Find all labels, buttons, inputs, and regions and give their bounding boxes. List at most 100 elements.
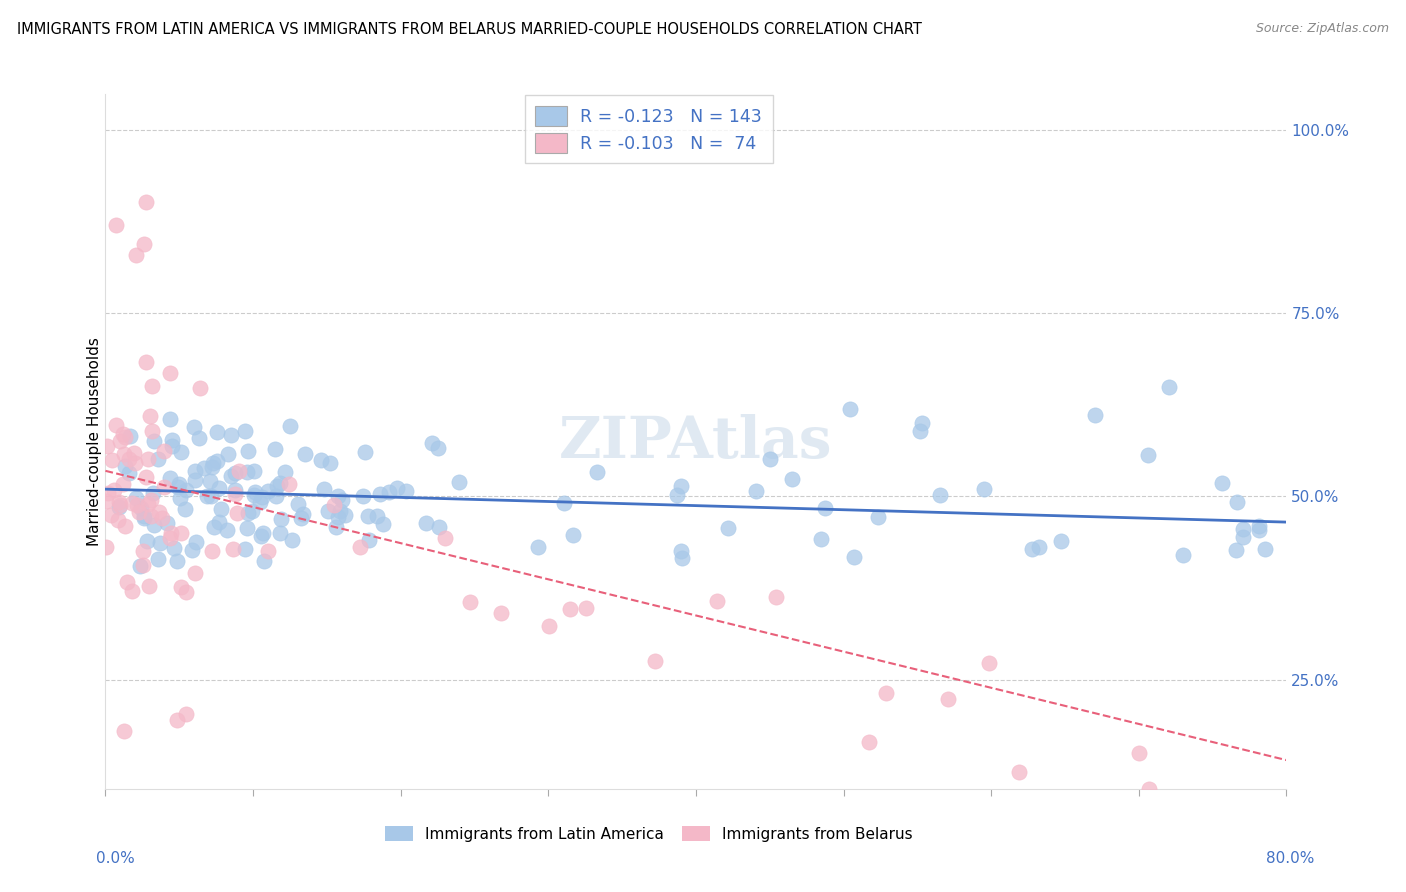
Point xyxy=(377,485,399,500)
Point xyxy=(125,499,148,513)
Point xyxy=(238,506,260,520)
Point xyxy=(134,511,156,525)
Point xyxy=(124,456,146,470)
Point xyxy=(139,409,162,423)
Point xyxy=(256,484,278,499)
Point xyxy=(122,446,145,460)
Point xyxy=(104,218,127,232)
Point xyxy=(112,426,135,441)
Point xyxy=(129,558,152,573)
Point xyxy=(132,543,155,558)
Point xyxy=(183,566,205,580)
Point xyxy=(1226,495,1249,509)
Point xyxy=(135,355,157,369)
Point xyxy=(368,487,391,501)
Point xyxy=(156,516,179,530)
Point xyxy=(136,451,159,466)
Point xyxy=(152,480,174,494)
Point xyxy=(243,488,266,502)
Point xyxy=(100,508,122,522)
Point xyxy=(936,692,959,706)
Point xyxy=(217,447,239,461)
Point xyxy=(562,527,585,541)
Point xyxy=(142,486,165,500)
Point xyxy=(1157,379,1180,393)
Point xyxy=(202,520,225,534)
Point xyxy=(104,418,127,433)
Point xyxy=(910,416,932,430)
Point xyxy=(201,543,224,558)
Point xyxy=(129,501,152,516)
Point xyxy=(160,439,183,453)
Point xyxy=(328,510,350,524)
Point xyxy=(162,433,184,447)
Point xyxy=(236,465,259,479)
Point xyxy=(132,558,155,572)
Point xyxy=(236,521,259,535)
Point xyxy=(121,584,143,599)
Point xyxy=(114,518,136,533)
Point xyxy=(103,483,125,497)
Point xyxy=(666,488,689,502)
Point xyxy=(278,419,301,434)
Point xyxy=(142,517,165,532)
Point xyxy=(146,452,169,467)
Point xyxy=(281,533,304,547)
Point xyxy=(242,504,264,518)
Point xyxy=(973,482,995,496)
Point xyxy=(149,536,172,550)
Point xyxy=(153,443,176,458)
Point xyxy=(184,473,207,487)
Point xyxy=(270,512,292,526)
Point xyxy=(135,470,157,484)
Point xyxy=(489,606,512,620)
Point xyxy=(114,430,136,444)
Point xyxy=(329,503,352,517)
Point xyxy=(141,424,163,438)
Point xyxy=(188,381,211,395)
Point xyxy=(1247,518,1270,533)
Point xyxy=(758,451,780,466)
Point xyxy=(269,526,291,541)
Point xyxy=(319,456,342,470)
Point xyxy=(395,483,418,498)
Point xyxy=(118,429,141,443)
Point xyxy=(114,458,136,473)
Point xyxy=(287,497,309,511)
Text: ZIPAtlas: ZIPAtlas xyxy=(560,414,832,469)
Point xyxy=(782,472,804,486)
Point xyxy=(264,489,287,503)
Point xyxy=(205,425,228,439)
Point xyxy=(671,551,693,566)
Point xyxy=(134,509,156,524)
Point xyxy=(159,411,181,425)
Point xyxy=(357,508,380,523)
Point xyxy=(233,424,256,438)
Point xyxy=(180,542,202,557)
Point xyxy=(226,507,249,521)
Point xyxy=(159,471,181,485)
Point xyxy=(132,236,155,251)
Point xyxy=(170,445,193,459)
Point xyxy=(669,479,692,493)
Point xyxy=(371,516,394,531)
Point xyxy=(353,444,375,458)
Point xyxy=(184,534,207,549)
Point xyxy=(352,489,374,503)
Point xyxy=(107,513,129,527)
Point xyxy=(108,498,131,512)
Point xyxy=(278,477,301,491)
Point xyxy=(167,480,190,494)
Point xyxy=(101,453,124,467)
Text: Source: ZipAtlas.com: Source: ZipAtlas.com xyxy=(1256,22,1389,36)
Point xyxy=(228,464,250,478)
Point xyxy=(256,544,278,558)
Point xyxy=(112,447,135,461)
Point xyxy=(250,529,273,543)
Point xyxy=(139,492,162,507)
Point xyxy=(426,441,449,455)
Point xyxy=(183,420,205,434)
Point xyxy=(115,574,138,589)
Point xyxy=(1084,409,1107,423)
Text: 80.0%: 80.0% xyxy=(1267,852,1315,866)
